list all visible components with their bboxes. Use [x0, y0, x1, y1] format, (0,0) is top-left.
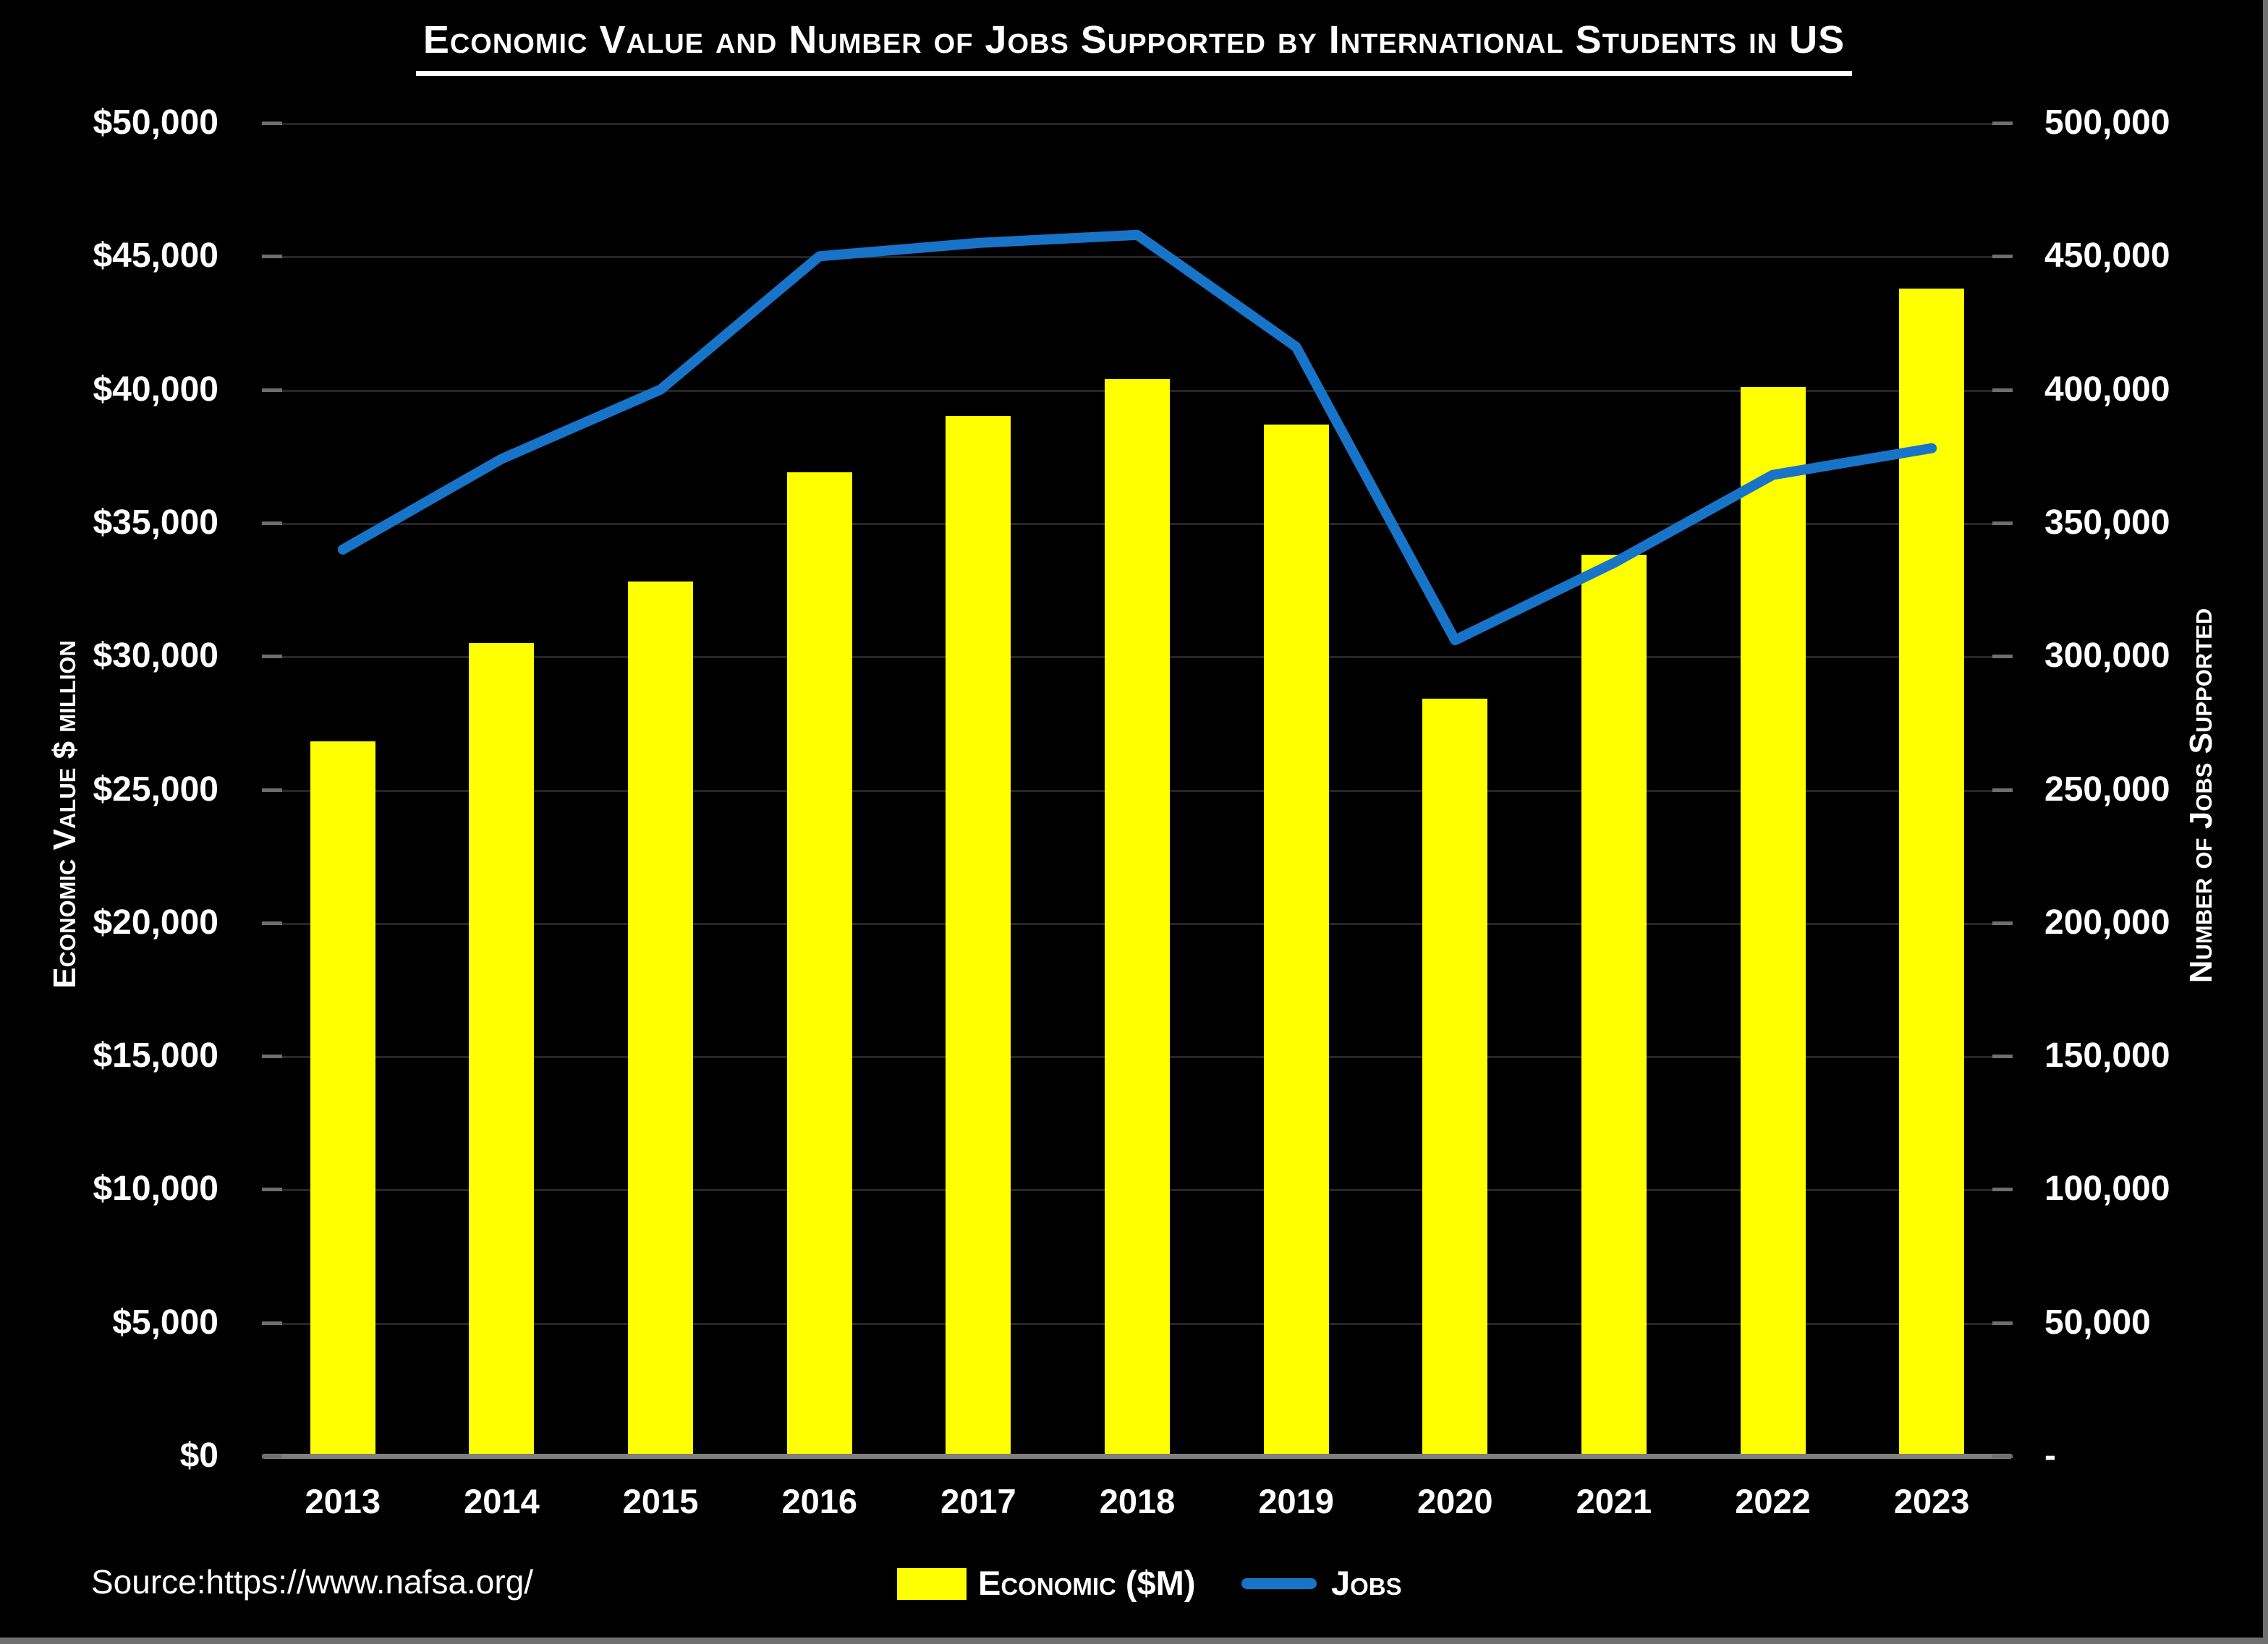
right-tick-mark — [1992, 521, 2013, 525]
bar-2015 — [628, 582, 694, 1456]
right-tick-mark — [1992, 921, 2013, 925]
right-tick-mark — [1992, 1455, 2013, 1458]
x-tick-label-2021: 2021 — [1576, 1482, 1652, 1520]
x-tick-label-2023: 2023 — [1893, 1482, 1970, 1520]
legend-jobs-line — [1241, 1578, 1317, 1589]
source-text: Source:https://www.nafsa.org/ — [91, 1563, 534, 1601]
left-tick-mark — [262, 1188, 282, 1192]
left-tick-mark — [262, 388, 282, 392]
right-tick-mark — [1992, 388, 2013, 392]
right-tick-label: 450,000 — [2044, 237, 2170, 276]
right-tick-label: 250,000 — [2044, 770, 2170, 809]
right-tick-mark — [1992, 788, 2013, 792]
left-tick-label: $35,000 — [93, 503, 218, 542]
left-tick-label: $10,000 — [93, 1170, 218, 1209]
left-tick-label: $15,000 — [93, 1036, 218, 1076]
x-tick-label-2022: 2022 — [1735, 1482, 1811, 1520]
right-tick-mark — [1992, 1321, 2013, 1325]
left-tick-label: $30,000 — [93, 636, 218, 676]
right-tick-label: 500,000 — [2044, 103, 2170, 142]
right-tick-mark — [1992, 1055, 2013, 1059]
x-axis-line — [263, 1454, 2011, 1459]
right-tick-label: 100,000 — [2044, 1170, 2170, 1209]
left-tick-label: $0 — [179, 1436, 218, 1475]
left-tick-label: $20,000 — [93, 903, 218, 942]
bar-2013 — [310, 741, 375, 1456]
bar-2019 — [1263, 424, 1329, 1456]
right-tick-label: 400,000 — [2044, 370, 2170, 409]
legend-economic-swatch — [897, 1568, 967, 1600]
left-tick-mark — [262, 788, 282, 792]
chart-title-row: Economic Value and Number of Jobs Suppor… — [0, 17, 2268, 76]
right-tick-label: 350,000 — [2044, 503, 2170, 542]
plot-area — [263, 123, 2011, 1456]
left-tick-label: $5,000 — [112, 1303, 218, 1342]
left-tick-mark — [262, 255, 282, 259]
right-tick-mark — [1992, 255, 2013, 259]
left-tick-label: $50,000 — [93, 103, 218, 142]
slide-right-border — [2263, 0, 2268, 1644]
x-tick-label-2019: 2019 — [1258, 1482, 1334, 1520]
x-tick-label-2016: 2016 — [781, 1482, 857, 1520]
bar-2014 — [469, 642, 535, 1456]
right-tick-label: 50,000 — [2044, 1303, 2151, 1342]
slide-bottom-border — [0, 1637, 2268, 1644]
left-tick-mark — [262, 1455, 282, 1458]
left-tick-mark — [262, 122, 282, 125]
bar-2023 — [1899, 288, 1965, 1456]
x-tick-label-2014: 2014 — [464, 1482, 540, 1520]
chart-title: Economic Value and Number of Jobs Suppor… — [415, 17, 1853, 76]
gridline-$50,000 — [263, 123, 2011, 125]
x-tick-label-2020: 2020 — [1417, 1482, 1493, 1520]
bar-2020 — [1422, 699, 1488, 1456]
left-tick-mark — [262, 521, 282, 525]
legend-jobs-label: Jobs — [1331, 1564, 1402, 1602]
x-tick-label-2018: 2018 — [1099, 1482, 1176, 1520]
left-tick-label: $45,000 — [93, 237, 218, 276]
left-tick-label: $25,000 — [93, 770, 218, 809]
left-tick-mark — [262, 655, 282, 659]
bar-2016 — [786, 472, 852, 1456]
bar-2022 — [1740, 386, 1806, 1456]
right-tick-label: 300,000 — [2044, 636, 2170, 676]
jobs-line — [337, 229, 1937, 646]
bar-2017 — [946, 416, 1011, 1456]
right-tick-label: - — [2044, 1436, 2056, 1475]
bar-2018 — [1105, 378, 1170, 1456]
left-tick-mark — [262, 1321, 282, 1325]
x-tick-label-2013: 2013 — [305, 1482, 381, 1520]
left-tick-mark — [262, 921, 282, 925]
right-tick-label: 200,000 — [2044, 903, 2170, 942]
right-tick-mark — [1992, 655, 2013, 659]
bar-2021 — [1581, 555, 1647, 1456]
right-tick-label: 150,000 — [2044, 1036, 2170, 1076]
legend-economic-label: Economic ($M) — [978, 1564, 1196, 1602]
left-tick-label: $40,000 — [93, 370, 218, 409]
gridline-$45,000 — [263, 256, 2011, 259]
left-tick-mark — [262, 1055, 282, 1059]
right-tick-mark — [1992, 122, 2013, 125]
jobs-line-layer — [337, 229, 1937, 646]
x-tick-label-2017: 2017 — [940, 1482, 1016, 1520]
x-tick-label-2015: 2015 — [622, 1482, 699, 1520]
right-tick-mark — [1992, 1188, 2013, 1192]
